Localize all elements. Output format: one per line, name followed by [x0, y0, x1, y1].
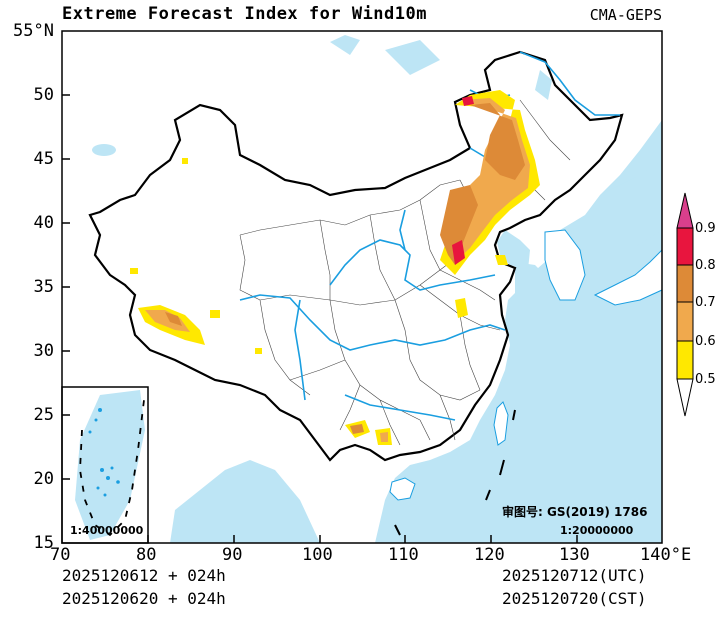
valid-time-cst: 2025120720(CST) [502, 589, 647, 608]
map-scale-inset: 1:40000000 [70, 524, 144, 537]
lon-label-120: 120 [474, 545, 505, 565]
lon-label-140: 140°E [640, 545, 692, 565]
valid-time-utc: 2025120712(UTC) [502, 566, 647, 585]
colorbar-label-0.7: 0.7 [695, 295, 716, 310]
inset-map [75, 390, 145, 540]
lon-label-90: 90 [222, 545, 243, 565]
lat-label-15: 15 [33, 533, 54, 553]
colorbar-label-0.5: 0.5 [695, 372, 716, 387]
lat-label-40: 40 [33, 213, 54, 233]
lon-label-80: 80 [136, 545, 157, 565]
init-time-cst: 2025120620 + 024h [62, 589, 226, 608]
lat-label-25: 25 [33, 405, 54, 425]
colorbar-seg-0.6 [676, 301, 694, 342]
nine-dash-main [394, 409, 516, 536]
lat-label-50: 50 [33, 85, 54, 105]
inset-nine-dash-line [79, 399, 145, 537]
colorbar-label-0.8: 0.8 [695, 258, 716, 273]
lat-label-35: 35 [33, 277, 54, 297]
colorbar-seg-0.5 [676, 340, 694, 380]
model-source-label: CMA-GEPS [589, 6, 662, 24]
lat-label-45: 45 [33, 149, 54, 169]
ocean-area [62, 35, 662, 543]
axis-ticks [62, 94, 578, 543]
china-border [88, 50, 624, 462]
lat-label-30: 30 [33, 341, 54, 361]
colorbar-seg-0.7 [676, 264, 694, 303]
colorbar-label-0.6: 0.6 [695, 334, 716, 349]
lat-label-20: 20 [33, 469, 54, 489]
map-title: Extreme Forecast Index for Wind10m [62, 4, 427, 24]
colorbar-seg-0.8 [676, 227, 694, 266]
inset-islands [88, 408, 120, 497]
init-time-utc: 2025120612 + 024h [62, 566, 226, 585]
efi-shading [130, 90, 540, 445]
colorbar-seg-0.9-plus [676, 192, 694, 229]
map-scale-main: 1:20000000 [560, 524, 634, 537]
lon-label-110: 110 [388, 545, 419, 565]
lon-label-100: 100 [302, 545, 333, 565]
lon-label-130: 130 [559, 545, 590, 565]
lat-label-55: 55°N [13, 21, 54, 41]
colorbar [676, 192, 694, 417]
map-approval-number: 审图号: GS(2019) 1786 [502, 505, 648, 519]
colorbar-seg-below [676, 378, 694, 417]
colorbar-label-0.9: 0.9 [695, 221, 716, 236]
lon-label-70: 70 [50, 545, 71, 565]
neighbor-land [389, 229, 663, 501]
